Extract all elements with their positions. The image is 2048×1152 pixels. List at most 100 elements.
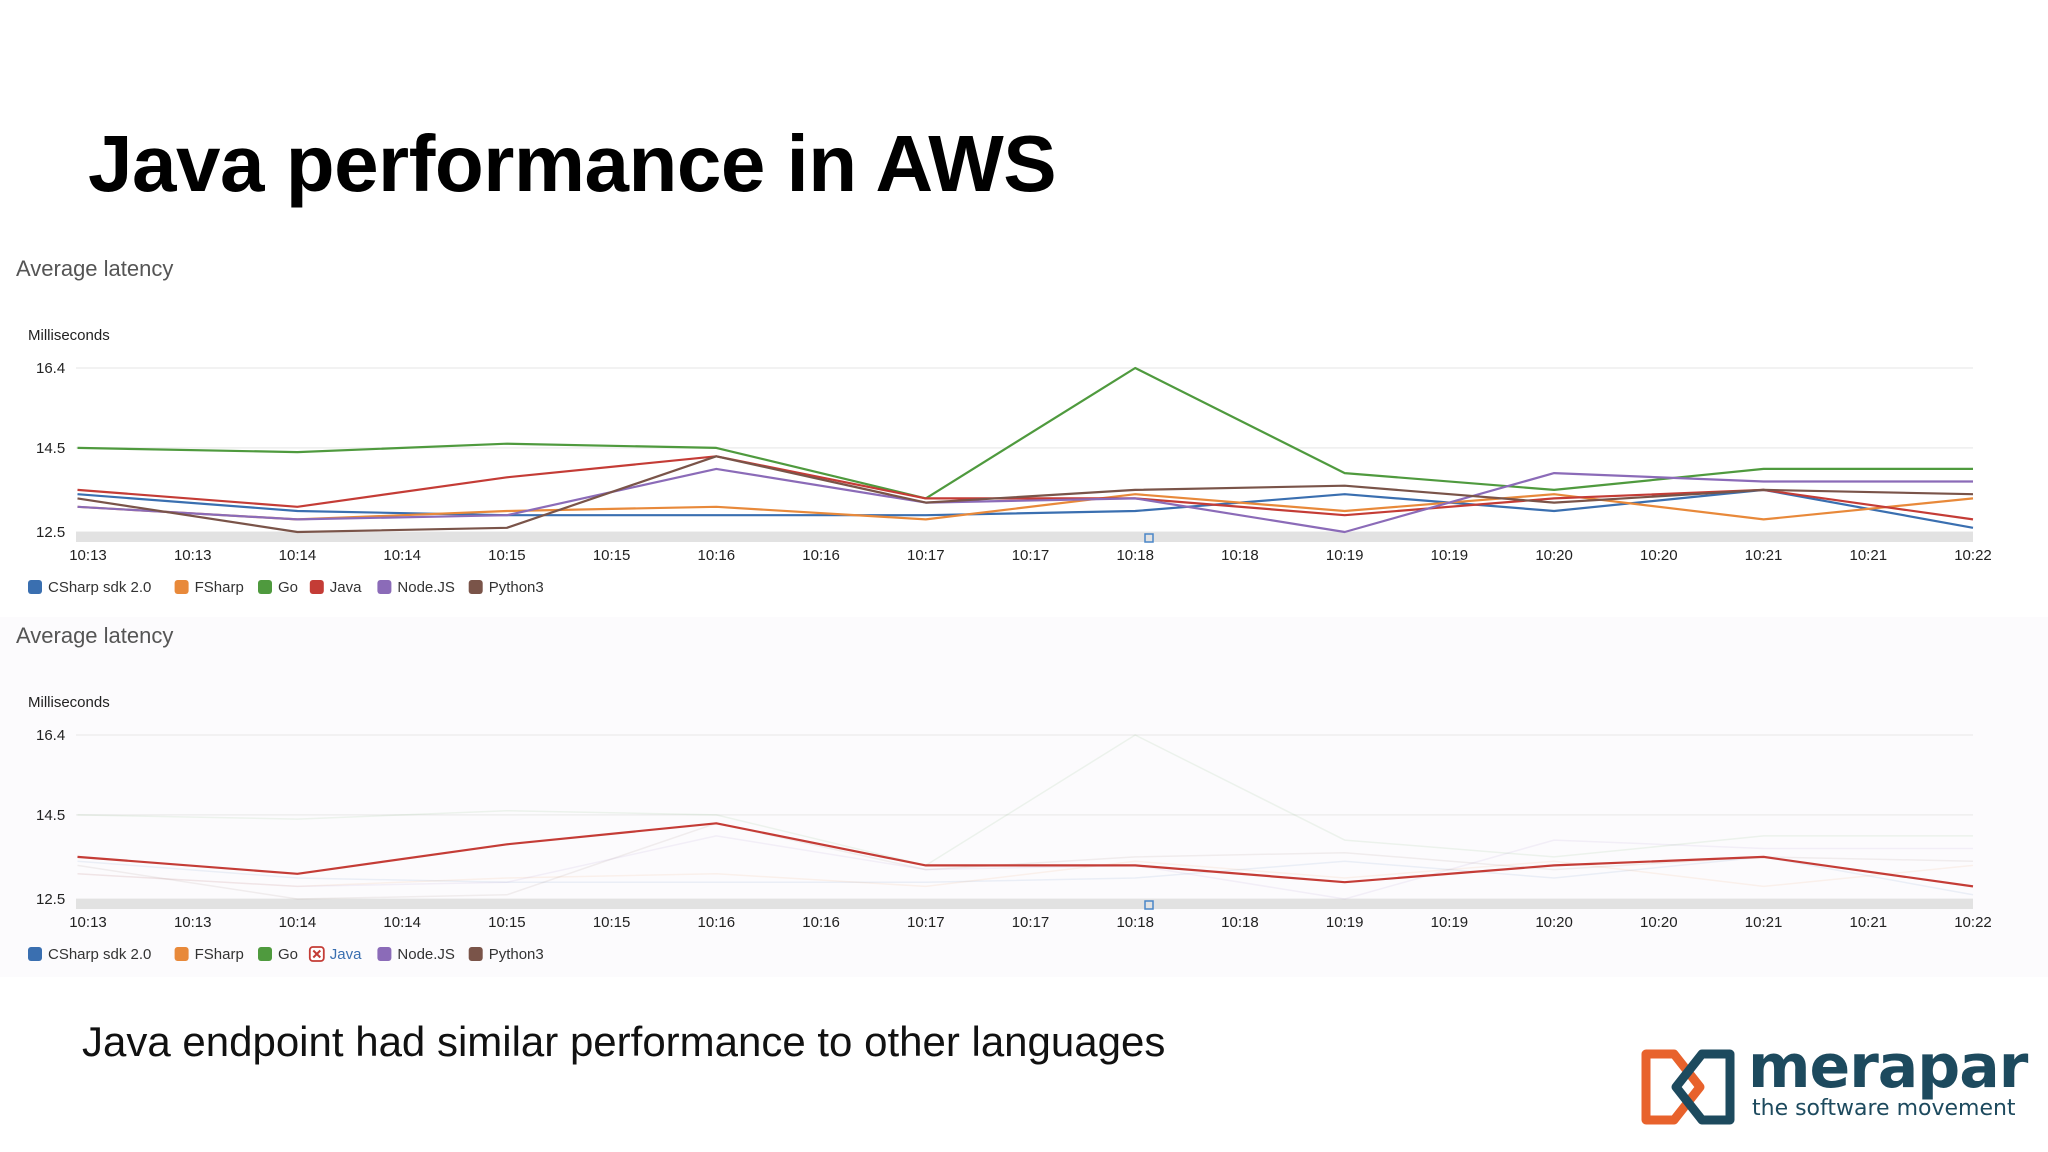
legend-item-csharp-sdk-2-0[interactable]: CSharp sdk 2.0 xyxy=(28,579,151,596)
logo-wordmark: merapar xyxy=(1748,1032,2028,1102)
legend-swatch xyxy=(258,947,272,961)
x-tick-label: 10:16 xyxy=(698,914,736,931)
legend-label: Node.JS xyxy=(397,946,455,963)
x-tick-label: 10:19 xyxy=(1431,547,1469,564)
x-tick-label: 10:16 xyxy=(802,547,840,564)
x-tick-label: 10:18 xyxy=(1116,914,1154,931)
x-tick-label: 10:19 xyxy=(1326,914,1364,931)
y-tick-label: 16.4 xyxy=(36,360,65,377)
legend-item-python3[interactable]: Python3 xyxy=(468,579,544,596)
x-tick-label: 10:17 xyxy=(1012,547,1050,564)
x-axis-band xyxy=(76,899,1973,909)
x-tick-label: 10:13 xyxy=(174,547,212,564)
legend-item-go[interactable]: Go xyxy=(258,946,298,963)
x-tick-label: 10:21 xyxy=(1745,914,1783,931)
latency-chart-top: Average latency Milliseconds 16.4 14.5 12.5… xyxy=(0,250,2048,610)
x-tick-label: 10:19 xyxy=(1326,547,1364,564)
legend-item-java[interactable]: Java xyxy=(309,579,362,596)
legend-label: Go xyxy=(278,579,298,596)
legend-swatch xyxy=(174,947,189,961)
merapar-logo: merapar the software movement xyxy=(1640,1032,2028,1130)
y-tick-label: 12.5 xyxy=(36,524,65,541)
series-line-csharp-sdk-2-0 xyxy=(77,856,1974,896)
x-tick-label: 10:13 xyxy=(174,914,212,931)
series-line-fsharp xyxy=(77,493,1974,521)
x-tick-label: 10:17 xyxy=(907,547,945,564)
y-axis-label: Milliseconds xyxy=(28,327,110,344)
x-tick-label: 10:17 xyxy=(907,914,945,931)
merapar-logo-icon xyxy=(1641,1049,1735,1125)
x-tick-label: 10:13 xyxy=(69,914,107,931)
latency-chart-bottom: Average latency Milliseconds 16.4 14.5 12.5… xyxy=(0,617,2048,977)
legend-swatch xyxy=(174,580,189,594)
y-tick-label: 12.5 xyxy=(36,891,65,908)
x-axis-band xyxy=(76,532,1973,542)
x-tick-label: 10:14 xyxy=(279,914,317,931)
legend-item-java[interactable]: Java xyxy=(308,946,362,963)
legend-swatch xyxy=(28,947,42,961)
legend-item-node-js[interactable]: Node.JS xyxy=(377,946,455,963)
series-line-java xyxy=(77,822,1974,888)
series-line-python3 xyxy=(77,822,1974,900)
legend-label: Java xyxy=(330,946,362,963)
chart-title: Average latency xyxy=(16,623,174,648)
series-line-node-js xyxy=(77,467,1973,534)
scrubber-handle xyxy=(1144,533,1154,543)
legend-item-python3[interactable]: Python3 xyxy=(468,946,544,963)
legend-label: Java xyxy=(330,579,362,596)
x-tick-label: 10:15 xyxy=(488,914,526,931)
legend-label: Go xyxy=(278,946,298,963)
legend-item-node-js[interactable]: Node.JS xyxy=(377,579,455,596)
legend-item-go[interactable]: Go xyxy=(258,579,298,596)
legend-label: Node.JS xyxy=(397,579,455,596)
legend-label: FSharp xyxy=(195,579,244,596)
x-tick-label: 10:15 xyxy=(488,547,526,564)
series-line-fsharp xyxy=(77,860,1974,888)
x-tick-label: 10:20 xyxy=(1640,547,1678,564)
legend-swatch xyxy=(377,580,392,594)
series-line-go xyxy=(77,366,1973,500)
x-tick-label: 10:22 xyxy=(1954,547,1992,564)
x-tick-label: 10:14 xyxy=(383,547,421,564)
legend-label: CSharp sdk 2.0 xyxy=(48,579,151,596)
legend-swatch xyxy=(28,580,42,594)
legend-item-fsharp[interactable]: FSharp xyxy=(174,946,244,963)
legend-swatch xyxy=(468,947,483,961)
x-tick-label: 10:20 xyxy=(1535,914,1573,931)
legend-swatch xyxy=(377,947,392,961)
x-tick-label: 10:15 xyxy=(593,914,631,931)
series-line-java xyxy=(77,455,1974,521)
legend-x-mark xyxy=(312,949,322,959)
legend-item-csharp-sdk-2-0[interactable]: CSharp sdk 2.0 xyxy=(28,946,151,963)
series-line-node-js xyxy=(77,835,1973,900)
legend-label: Python3 xyxy=(489,579,544,596)
series-line-csharp-sdk-2-0 xyxy=(77,488,1974,529)
x-tick-label: 10:15 xyxy=(593,547,631,564)
series-line-go xyxy=(77,734,1973,867)
legend-item-fsharp[interactable]: FSharp xyxy=(174,579,244,596)
y-tick-label: 14.5 xyxy=(36,440,65,457)
series-line-python3 xyxy=(77,455,1974,534)
slide-caption: Java endpoint had similar performance to… xyxy=(82,1018,1166,1065)
logo-tagline: the software movement xyxy=(1752,1096,2016,1121)
scrubber-handle xyxy=(1144,900,1154,910)
x-tick-label: 10:22 xyxy=(1954,914,1992,931)
legend-label: Python3 xyxy=(489,946,544,963)
chart-title: Average latency xyxy=(16,256,174,281)
legend-swatch xyxy=(468,580,483,594)
x-tick-label: 10:13 xyxy=(69,547,107,564)
legend-label: CSharp sdk 2.0 xyxy=(48,946,151,963)
x-tick-label: 10:16 xyxy=(698,547,736,564)
y-axis-label: Milliseconds xyxy=(28,694,110,711)
x-tick-label: 10:14 xyxy=(279,547,317,564)
legend-label: FSharp xyxy=(195,946,244,963)
x-tick-label: 10:17 xyxy=(1012,914,1050,931)
slide-title: Java performance in AWS xyxy=(88,119,1057,208)
x-tick-label: 10:21 xyxy=(1745,547,1783,564)
x-tick-label: 10:14 xyxy=(383,914,421,931)
x-tick-label: 10:21 xyxy=(1850,914,1888,931)
legend-swatch xyxy=(258,580,272,594)
x-tick-label: 10:21 xyxy=(1850,547,1888,564)
